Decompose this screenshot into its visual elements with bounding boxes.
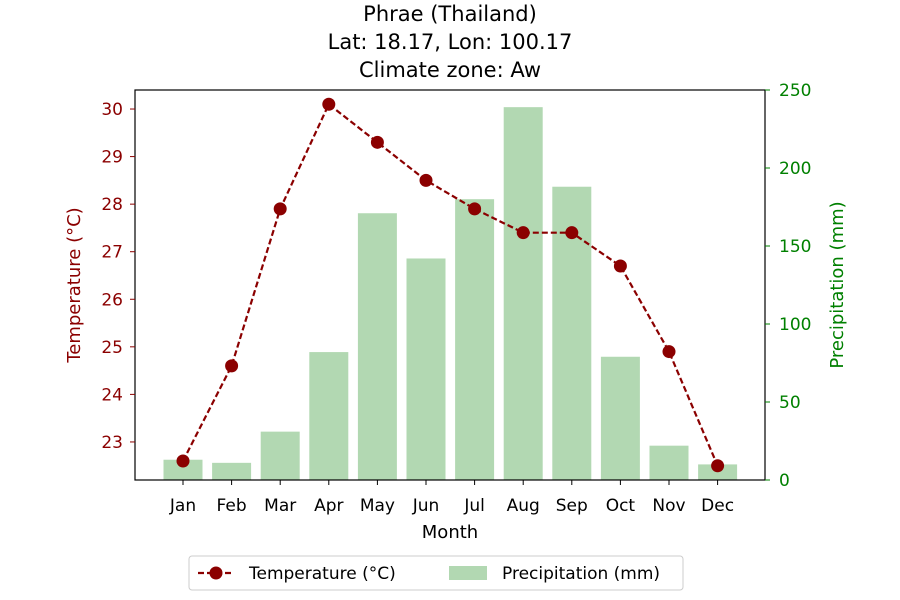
precip-bar-feb: [212, 462, 252, 480]
precip-bar-aug: [503, 107, 543, 480]
legend-temperature-swatch-marker: [209, 566, 223, 580]
x-tick-label-oct: Oct: [606, 496, 636, 516]
left-tick-label-27: 27: [101, 243, 123, 263]
right-tick-label-0: 0: [779, 471, 790, 491]
temperature-series-line: [182, 102, 719, 467]
temp-point-sep: [565, 226, 579, 240]
x-tick-label-may: May: [360, 496, 395, 516]
precip-bar-apr: [309, 352, 349, 480]
left-tick-label-23: 23: [101, 433, 123, 453]
left-axis-ticks: 23 24 25 26 27 28 29 30: [101, 100, 135, 453]
x-tick-label-feb: Feb: [217, 496, 247, 516]
x-tick-label-jun: Jun: [412, 496, 440, 516]
left-tick-label-30: 30: [101, 100, 123, 120]
left-tick-label-29: 29: [101, 148, 123, 168]
x-tick-label-aug: Aug: [507, 496, 540, 516]
right-tick-label-100: 100: [779, 315, 811, 335]
precip-bar-nov: [649, 445, 689, 480]
x-tick-label-jul: Jul: [463, 496, 485, 516]
temp-point-mar: [273, 202, 287, 216]
legend-precipitation-label: Precipitation (mm): [502, 564, 660, 584]
right-axis-ticks: 0 50 100 150 200 250: [765, 81, 811, 491]
precip-bar-mar: [260, 431, 300, 480]
x-tick-label-sep: Sep: [556, 496, 588, 516]
right-tick-label-200: 200: [779, 159, 811, 179]
legend: Temperature (°C) Precipitation (mm): [188, 555, 684, 591]
legend-frame: [188, 555, 684, 591]
plot-frame: [134, 89, 766, 481]
left-tick-label-24: 24: [101, 385, 123, 405]
title-line-3: Climate zone: Aw: [359, 58, 541, 82]
x-tick-label-nov: Nov: [652, 496, 685, 516]
x-tick-label-jan: Jan: [169, 496, 196, 516]
precip-bar-jul: [455, 199, 495, 480]
x-axis-ticks: Jan Feb Mar Apr May Jun Jul Aug Sep Oct Nov Dec: [169, 480, 734, 516]
temp-point-jun: [419, 173, 433, 187]
temp-point-may: [370, 135, 384, 149]
legend-temperature-label: Temperature (°C): [248, 564, 396, 584]
left-axis-label: Temperature (°C): [64, 207, 85, 363]
left-tick-label-26: 26: [101, 290, 123, 310]
title-line-1: Phrae (Thailand): [363, 2, 537, 26]
precipitation-bars: [163, 107, 738, 481]
temp-point-oct: [613, 259, 627, 273]
temp-point-jan: [176, 454, 190, 468]
right-tick-label-50: 50: [779, 393, 801, 413]
temp-point-jul: [468, 202, 482, 216]
precip-bar-jun: [406, 258, 446, 480]
left-tick-label-25: 25: [101, 338, 123, 358]
temp-point-dec: [711, 459, 725, 473]
precip-bar-oct: [600, 356, 640, 480]
x-tick-label-apr: Apr: [314, 496, 343, 516]
temp-point-apr: [322, 97, 336, 111]
right-tick-label-250: 250: [779, 81, 811, 101]
temp-point-aug: [516, 226, 530, 240]
right-axis-label: Precipitation (mm): [827, 201, 848, 368]
x-tick-label-dec: Dec: [701, 496, 734, 516]
legend-precipitation-swatch: [449, 566, 487, 580]
x-axis-label: Month: [422, 522, 478, 543]
x-tick-label-mar: Mar: [264, 496, 296, 516]
precip-bar-may: [357, 213, 397, 481]
precip-bar-jan: [163, 459, 203, 480]
right-tick-label-150: 150: [779, 237, 811, 257]
temp-point-nov: [662, 345, 676, 359]
temperature-line: [176, 97, 725, 473]
chart-title: Phrae (Thailand) Lat: 18.17, Lon: 100.17…: [328, 2, 573, 82]
left-tick-label-28: 28: [101, 195, 123, 215]
temp-point-feb: [225, 359, 239, 373]
title-line-2: Lat: 18.17, Lon: 100.17: [328, 30, 573, 54]
